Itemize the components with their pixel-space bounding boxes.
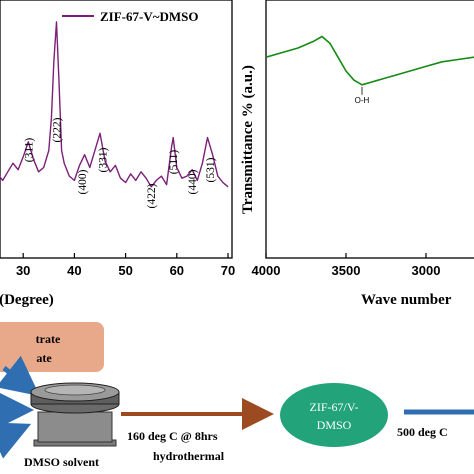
input-arrows bbox=[0, 355, 40, 459]
ftir-panel: 40003500300025002 O-HC-H Transmittance %… bbox=[240, 0, 474, 308]
ftir-tick-label: 3500 bbox=[332, 263, 361, 278]
xrd-peak-label: (331) bbox=[98, 147, 110, 172]
ftir-annotation-label: O-H bbox=[355, 96, 370, 105]
process-diagram: trate ate DMSO solvent 160 deg C @ 8hrs … bbox=[0, 322, 474, 469]
xrd-legend-label: ZIF-67-V~DMSO bbox=[100, 9, 198, 24]
ftir-y-axis-title: Transmittance % (a.u.) bbox=[240, 65, 256, 214]
xrd-tick-label: 50 bbox=[118, 263, 132, 278]
input-arrow-1 bbox=[0, 355, 40, 397]
next-step-label: 500 deg C bbox=[397, 425, 448, 439]
xrd-x-axis-title: 2θ (Degree) bbox=[0, 292, 54, 308]
xrd-peak-label: (311) bbox=[23, 138, 35, 163]
step-label-line1: 160 deg C @ 8hrs bbox=[127, 429, 218, 443]
xrd-tick-label: 60 bbox=[170, 263, 184, 278]
ftir-series-line bbox=[265, 35, 474, 86]
xrd-peak-label: (511) bbox=[168, 150, 180, 175]
product-ellipse bbox=[280, 383, 388, 447]
xrd-peak-label: (422) bbox=[146, 183, 158, 208]
xrd-plot-frame bbox=[0, 0, 233, 259]
ftir-annotations: O-HC-H bbox=[355, 86, 370, 105]
ftir-tick-label: 3000 bbox=[412, 263, 441, 278]
xrd-x-ticks: 203040506070 bbox=[16, 253, 235, 278]
xrd-peak-labels: (311) (222) (400) (331) (422) (511) (440) (531) bbox=[23, 117, 217, 208]
xrd-tick-label: 70 bbox=[221, 263, 235, 278]
autoclave-vessel-icon bbox=[30, 382, 120, 447]
xrd-series-line bbox=[0, 21, 229, 188]
xrd-peak-label: (400) bbox=[77, 169, 89, 194]
ftir-x-axis-title: Wave number bbox=[361, 292, 452, 308]
xrd-tick-label: 30 bbox=[16, 263, 30, 278]
step-label-line2: hydrothermal bbox=[153, 449, 225, 463]
ftir-plot-frame bbox=[265, 0, 474, 259]
xrd-panel: 203040506070 (311)(222)(400)(331)(422)(5… bbox=[0, 0, 235, 308]
xrd-peak-label: (440) bbox=[187, 169, 199, 194]
ftir-tick-label: 4000 bbox=[252, 263, 281, 278]
xrd-tick-label: 40 bbox=[67, 263, 81, 278]
precursor-box bbox=[0, 322, 104, 372]
ftir-x-ticks: 40003500300025002 bbox=[252, 253, 441, 278]
xrd-peak-label: (222) bbox=[51, 117, 63, 142]
xrd-peak-label: (531) bbox=[205, 157, 217, 182]
precursor-label-line2: ate bbox=[36, 351, 52, 365]
precursor-label-line1: trate bbox=[36, 332, 61, 346]
input-arrow-3 bbox=[0, 422, 32, 459]
product-label-line2: DMSO bbox=[317, 418, 352, 432]
vessel-label: DMSO solvent bbox=[24, 455, 99, 469]
product-label-line1: ZIF-67/V- bbox=[310, 400, 359, 414]
